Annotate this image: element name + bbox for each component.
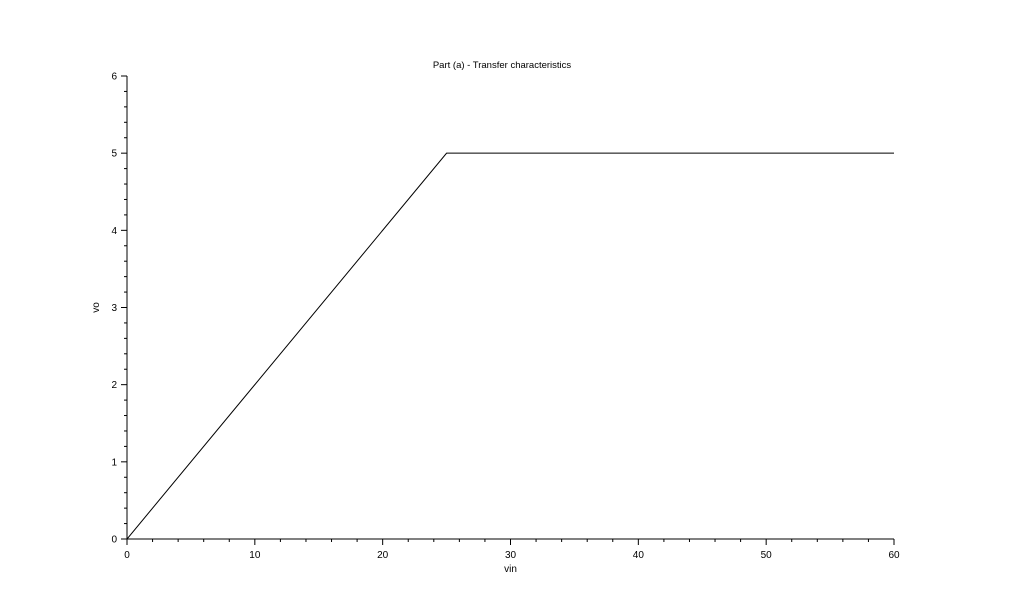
y-tick-label: 6 bbox=[111, 72, 117, 83]
x-tick-label: 40 bbox=[633, 550, 645, 561]
axes bbox=[126, 76, 894, 540]
x-axis-title: vin bbox=[504, 564, 517, 575]
x-tick-label: 60 bbox=[888, 550, 900, 561]
x-tick-label: 50 bbox=[761, 550, 773, 561]
y-tick-label: 2 bbox=[111, 380, 117, 391]
y-tick-label: 5 bbox=[111, 149, 117, 160]
series-layer bbox=[126, 152, 894, 540]
y-tick-label: 4 bbox=[111, 226, 117, 237]
x-tick-label: 0 bbox=[124, 550, 130, 561]
x-tick-label: 20 bbox=[377, 550, 389, 561]
y-axis-title: vo bbox=[91, 302, 102, 313]
y-tick-label: 0 bbox=[111, 535, 117, 546]
x-tick-label: 10 bbox=[249, 550, 261, 561]
y-tick-label: 3 bbox=[111, 303, 117, 314]
y-axis-ticks: 0 1 2 3 4 5 6 bbox=[111, 72, 127, 546]
y-tick-label: 1 bbox=[111, 457, 117, 468]
series-line bbox=[126, 152, 894, 540]
chart-title: Part (a) - Transfer characteristics bbox=[433, 60, 572, 71]
x-axis-ticks: 0 10 20 30 40 50 60 bbox=[124, 539, 900, 561]
x-tick-label: 30 bbox=[505, 550, 517, 561]
